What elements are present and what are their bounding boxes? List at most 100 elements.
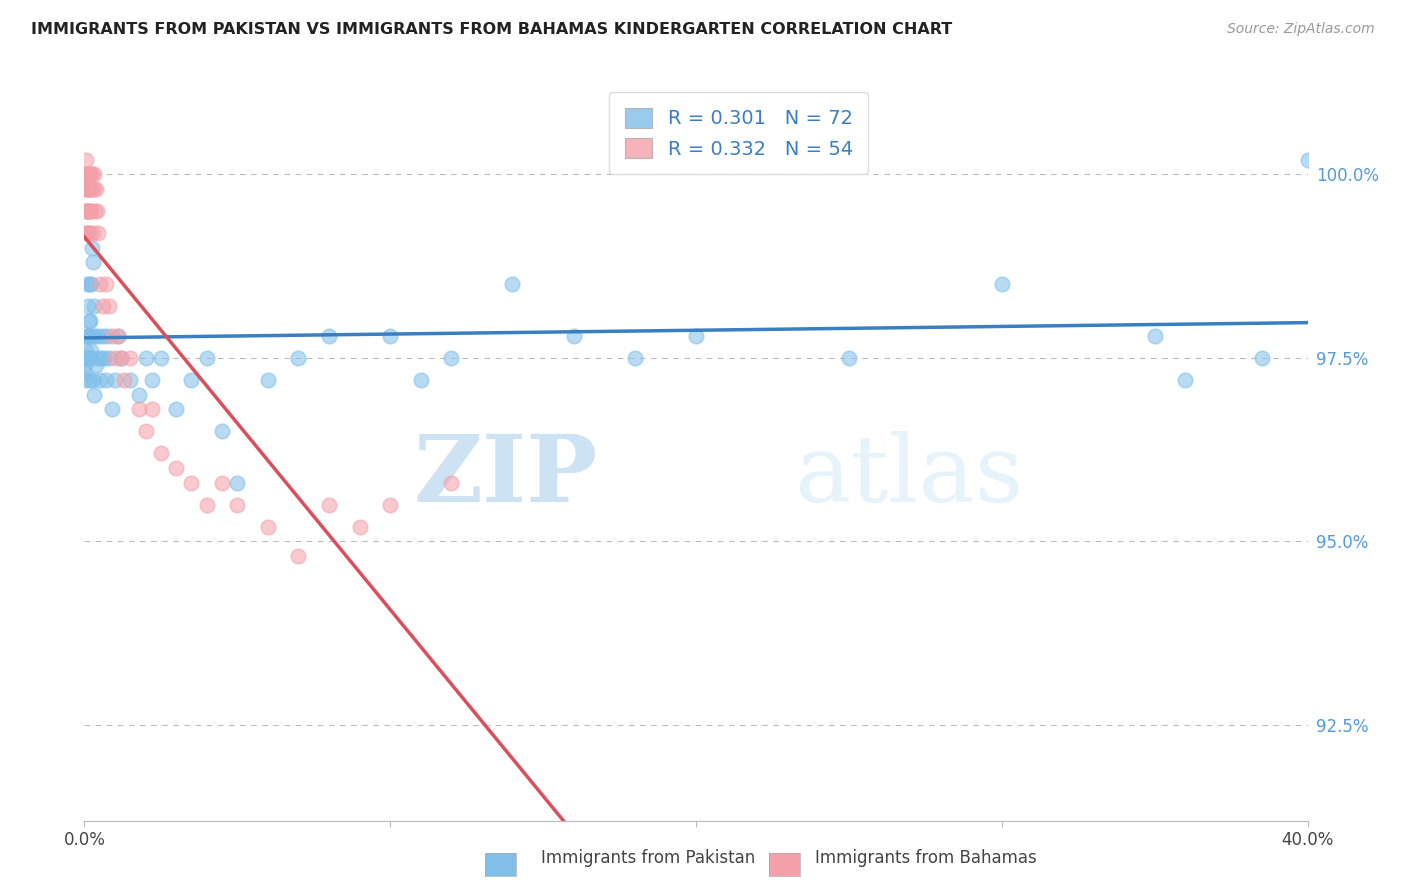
Text: Immigrants from Bahamas: Immigrants from Bahamas: [815, 849, 1038, 867]
Point: [83, 167, 105, 181]
Point: [226, 475, 249, 490]
Legend: R = 0.301   N = 72, R = 0.332   N = 54: R = 0.301 N = 72, R = 0.332 N = 54: [609, 92, 869, 174]
Point: [80, 241, 103, 255]
Point: [80, 167, 103, 181]
Point: [87, 328, 110, 343]
Point: [104, 351, 127, 365]
Point: [97, 351, 120, 365]
Point: [83, 387, 105, 401]
Point: [1143, 328, 1166, 343]
Point: [76, 328, 98, 343]
Text: atlas: atlas: [794, 431, 1024, 521]
Point: [287, 351, 309, 365]
Point: [257, 520, 280, 534]
Point: [211, 425, 233, 439]
Point: [685, 328, 707, 343]
Point: [287, 549, 309, 564]
Point: [76, 167, 98, 181]
Text: Immigrants from Pakistan: Immigrants from Pakistan: [541, 849, 755, 867]
Point: [77, 328, 100, 343]
Point: [226, 498, 249, 512]
Point: [180, 475, 202, 490]
Point: [211, 475, 233, 490]
Point: [624, 351, 647, 365]
Point: [440, 351, 463, 365]
Point: [96, 328, 118, 343]
Point: [73, 358, 96, 372]
Point: [104, 373, 127, 387]
Point: [84, 182, 107, 196]
Point: [82, 255, 104, 269]
Point: [79, 226, 101, 240]
Point: [110, 351, 132, 365]
Point: [149, 446, 172, 460]
Text: IMMIGRANTS FROM PAKISTAN VS IMMIGRANTS FROM BAHAMAS KINDERGARTEN CORRELATION CHA: IMMIGRANTS FROM PAKISTAN VS IMMIGRANTS F…: [31, 22, 952, 37]
Point: [77, 182, 100, 196]
Point: [86, 203, 108, 218]
Point: [94, 373, 117, 387]
Point: [83, 182, 105, 196]
Point: [101, 402, 124, 417]
Point: [76, 226, 98, 240]
Point: [79, 277, 101, 292]
Point: [90, 351, 112, 365]
Point: [318, 498, 340, 512]
Point: [409, 373, 432, 387]
Point: [83, 300, 105, 314]
Point: [79, 373, 101, 387]
Point: [82, 373, 104, 387]
Point: [502, 277, 524, 292]
Point: [75, 366, 97, 380]
Point: [76, 203, 98, 218]
Point: [76, 167, 98, 181]
Point: [94, 277, 117, 292]
Point: [1250, 351, 1272, 365]
Point: [77, 182, 100, 196]
Point: [77, 226, 100, 240]
Point: [77, 167, 100, 181]
Point: [195, 351, 218, 365]
Point: [107, 328, 129, 343]
Point: [84, 328, 107, 343]
Point: [91, 300, 114, 314]
Point: [991, 277, 1014, 292]
Point: [128, 387, 150, 401]
Point: [79, 203, 101, 218]
Point: [80, 277, 103, 292]
Point: [79, 314, 101, 328]
Point: [75, 351, 97, 365]
Point: [112, 373, 135, 387]
Point: [89, 373, 111, 387]
Point: [75, 153, 97, 167]
Point: [73, 203, 96, 218]
Point: [76, 182, 98, 196]
Point: [79, 167, 101, 181]
Point: [80, 328, 103, 343]
Point: [82, 182, 104, 196]
Point: [79, 182, 101, 196]
Point: [87, 226, 110, 240]
Text: Source: ZipAtlas.com: Source: ZipAtlas.com: [1227, 22, 1375, 37]
Point: [84, 358, 107, 372]
Point: [93, 351, 115, 365]
Point: [77, 314, 100, 328]
Point: [75, 182, 97, 196]
Point: [97, 300, 120, 314]
Point: [75, 328, 97, 343]
Point: [120, 351, 142, 365]
Point: [75, 226, 97, 240]
Point: [1174, 373, 1197, 387]
Point: [76, 277, 98, 292]
Point: [77, 351, 100, 365]
Point: [838, 351, 860, 365]
Point: [77, 203, 100, 218]
Point: [110, 351, 132, 365]
Text: ZIP: ZIP: [413, 431, 598, 521]
Point: [101, 328, 124, 343]
Point: [135, 425, 157, 439]
Point: [76, 203, 98, 218]
Point: [180, 373, 202, 387]
Point: [440, 475, 463, 490]
Point: [165, 402, 187, 417]
Point: [75, 351, 97, 365]
